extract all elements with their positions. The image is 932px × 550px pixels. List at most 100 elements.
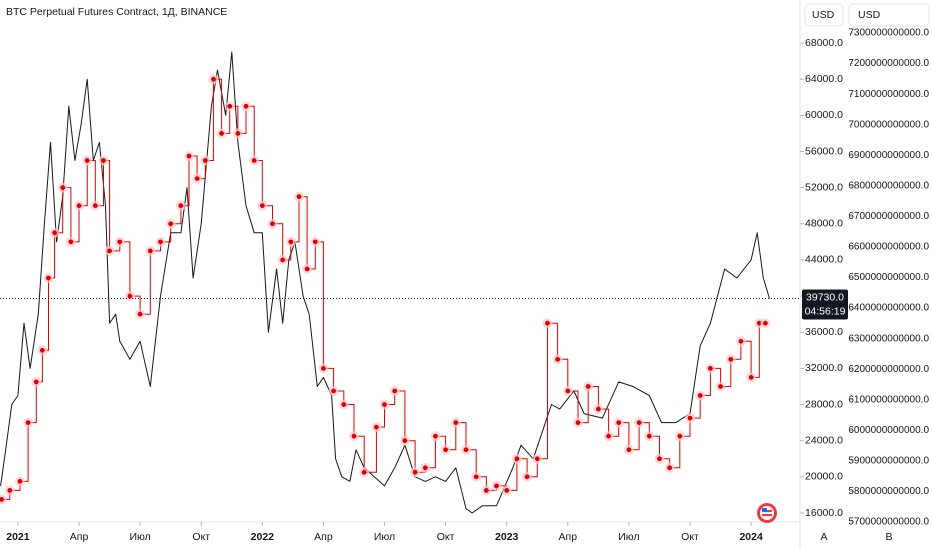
price-line: [0, 51, 770, 514]
dot: [756, 320, 762, 326]
currency-label: USD: [858, 9, 881, 21]
dot: [728, 356, 734, 362]
dot: [504, 488, 510, 493]
last-price-label: 39730.0: [806, 291, 844, 303]
x-tick-label: Апр: [559, 531, 578, 543]
dot: [748, 375, 754, 380]
dot: [84, 158, 90, 163]
currency-button[interactable]: [804, 3, 844, 27]
dot: [288, 239, 294, 245]
dot: [186, 153, 192, 159]
dot: [117, 239, 123, 245]
dot: [235, 131, 241, 136]
dot: [575, 420, 581, 426]
currency-label: USD: [812, 9, 835, 21]
y-tick-label: 28000.0: [805, 398, 843, 410]
dot: [514, 456, 520, 462]
y-tick-label: 64000.0: [805, 73, 843, 85]
dot: [178, 203, 184, 209]
y2-tick-label: 6200000000000.0: [848, 364, 929, 375]
dot: [0, 497, 5, 502]
dot: [168, 221, 174, 227]
x-tick-label: Июл: [129, 531, 150, 543]
dot: [158, 239, 163, 245]
dot: [677, 433, 683, 439]
dot: [534, 456, 540, 462]
dot: [351, 433, 357, 439]
y2-tick-label: 6300000000000.0: [848, 333, 929, 344]
y-tick-label: 52000.0: [805, 181, 843, 193]
x-tick-label: Апр: [70, 531, 89, 543]
dot: [606, 433, 611, 439]
y2-tick-label: 6700000000000.0: [848, 211, 929, 222]
flag-icon[interactable]: [757, 503, 777, 523]
y2-tick-label: 6100000000000.0: [848, 394, 929, 405]
scale-button[interactable]: В: [885, 531, 892, 543]
x-tick-label: 2021: [6, 531, 30, 543]
y2-tick-label: 6900000000000.0: [848, 150, 929, 161]
dot: [321, 365, 326, 371]
chart-title: BTC Perpetual Futures Contract, 1Д, BINA…: [6, 6, 227, 18]
x-tick-label: 2022: [251, 531, 275, 543]
y-tick-label: 68000.0: [805, 37, 843, 49]
dot: [646, 433, 652, 439]
dot: [68, 239, 74, 245]
y-tick-label: 48000.0: [805, 218, 843, 230]
dot: [280, 257, 286, 263]
dot: [331, 388, 337, 394]
dot: [463, 447, 469, 453]
dot: [219, 131, 224, 136]
dot: [555, 356, 561, 362]
currency-button[interactable]: [848, 3, 930, 27]
y-tick-label: 44000.0: [805, 254, 843, 266]
y2-tick-label: 7000000000000.0: [848, 119, 929, 130]
y-tick-label: 32000.0: [805, 362, 843, 374]
dot: [7, 488, 13, 493]
y-tick-label: 60000.0: [805, 109, 843, 121]
dot: [52, 230, 57, 236]
dot: [422, 465, 428, 471]
dot: [707, 365, 713, 371]
dot: [33, 379, 39, 385]
dot: [738, 338, 744, 344]
dot: [585, 384, 591, 389]
dot: [473, 474, 479, 480]
scale-button[interactable]: A: [820, 531, 827, 543]
dot: [595, 406, 601, 412]
dot: [259, 203, 265, 209]
x-tick-label: Окт: [681, 531, 699, 543]
dot: [227, 103, 233, 109]
dot: [361, 469, 367, 475]
dot: [194, 176, 200, 181]
y-tick-label: 36000.0: [805, 326, 843, 338]
dot: [296, 194, 302, 200]
dot: [565, 388, 571, 394]
dot: [494, 483, 499, 489]
dot: [524, 474, 530, 480]
dot: [243, 103, 249, 109]
dot: [137, 311, 143, 317]
y2-tick-label: 7200000000000.0: [848, 58, 929, 69]
dot: [402, 438, 408, 444]
dot: [17, 478, 23, 484]
dot: [483, 488, 489, 493]
last-price-box: [802, 289, 848, 320]
dot: [312, 239, 318, 245]
dot: [762, 320, 768, 326]
dot: [412, 469, 418, 475]
dot: [626, 447, 632, 453]
dot: [392, 388, 398, 394]
dot: [433, 433, 438, 439]
dot: [202, 158, 208, 163]
dot: [39, 347, 45, 353]
dot: [101, 158, 106, 163]
y-tick-label: 56000.0: [805, 145, 843, 157]
x-tick-label: Окт: [437, 531, 455, 543]
x-tick-label: Окт: [192, 531, 210, 543]
dot: [657, 456, 662, 462]
y2-tick-label: 5700000000000.0: [848, 517, 929, 528]
y-tick-label: 16000.0: [805, 507, 843, 519]
dot: [373, 424, 379, 430]
dot: [443, 447, 449, 453]
